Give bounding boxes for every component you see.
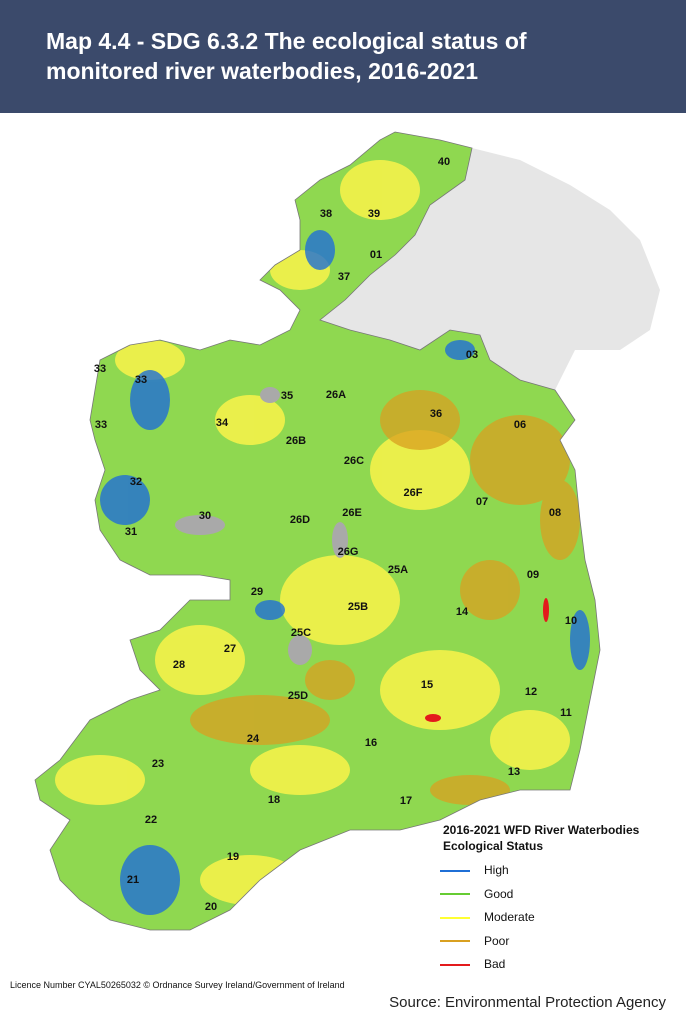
legend-swatch bbox=[440, 940, 470, 943]
header: Map 4.4 - SDG 6.3.2 The ecological statu… bbox=[0, 0, 686, 113]
catchment-label: 30 bbox=[199, 510, 211, 522]
catchment-label: 33 bbox=[94, 363, 106, 375]
catchment-label: 08 bbox=[549, 507, 561, 519]
legend-swatch bbox=[440, 893, 470, 896]
catchment-label: 16 bbox=[365, 737, 377, 749]
catchment-label: 28 bbox=[173, 659, 185, 671]
legend-title: 2016-2021 WFD River Waterbodies Ecologic… bbox=[443, 823, 640, 853]
legend-swatch bbox=[440, 869, 470, 872]
catchment-label: 31 bbox=[125, 526, 137, 538]
catchment-label: 27 bbox=[224, 643, 236, 655]
catchment-label: 23 bbox=[152, 758, 164, 770]
legend-swatch bbox=[440, 916, 470, 919]
catchment-label: 32 bbox=[130, 476, 142, 488]
licence: Licence Number CYAL50265032 © Ordnance S… bbox=[10, 980, 345, 990]
legend-label: High bbox=[484, 863, 509, 877]
catchment-label: 26B bbox=[286, 435, 306, 447]
catchment-label: 17 bbox=[400, 795, 412, 807]
catchment-label: 10 bbox=[565, 615, 577, 627]
catchment-label: 01 bbox=[370, 249, 382, 261]
legend-label: Good bbox=[484, 886, 514, 901]
catchment-label: 29 bbox=[251, 586, 263, 598]
legend-item: High bbox=[440, 863, 509, 877]
catchment-label: 25A bbox=[388, 564, 408, 576]
catchment-label: 26F bbox=[404, 487, 423, 499]
catchment-label: 24 bbox=[247, 733, 260, 745]
catchment-label: 15 bbox=[421, 679, 433, 691]
source: Source: Environmental Protection Agency bbox=[389, 994, 666, 1011]
catchment-label: 35 bbox=[281, 390, 293, 402]
title: Map 4.4 - SDG 6.3.2 The ecological statu… bbox=[46, 28, 527, 84]
catchment-label: 03 bbox=[466, 349, 478, 361]
catchment-label: 11 bbox=[560, 707, 572, 719]
catchment-label: 39 bbox=[368, 208, 380, 220]
legend-item: Poor bbox=[440, 934, 509, 948]
catchment-label: 38 bbox=[320, 208, 332, 220]
catchment-label: 21 bbox=[127, 874, 139, 886]
catchment-label: 26G bbox=[338, 546, 359, 558]
catchment-label: 14 bbox=[456, 606, 469, 618]
catchment-label: 26D bbox=[290, 514, 310, 526]
outline bbox=[34, 131, 601, 931]
legend-label: Poor bbox=[484, 933, 510, 948]
catchment-label: 25B bbox=[348, 601, 368, 613]
catchment-label: 33 bbox=[135, 374, 147, 386]
catchment-labels: 40 38 39 01 37 03 33 33 35 26A 36 06 33 34 26B 26C 32 26F… bbox=[94, 156, 577, 913]
catchment-label: 06 bbox=[514, 419, 526, 431]
catchment-label: 26A bbox=[326, 389, 346, 401]
catchment-label: 36 bbox=[430, 408, 442, 420]
catchment-label: 20 bbox=[205, 901, 217, 913]
catchment-label: 26E bbox=[342, 507, 362, 519]
legend-item: Bad bbox=[440, 957, 505, 971]
legend-label: Moderate bbox=[484, 910, 535, 924]
catchment-label: 12 bbox=[525, 686, 537, 698]
northern-ireland bbox=[320, 148, 660, 390]
catchment-label: 22 bbox=[145, 814, 157, 826]
catchment-label: 40 bbox=[438, 156, 450, 168]
catchment-label: 09 bbox=[527, 569, 539, 581]
catchment-label: 18 bbox=[268, 794, 280, 806]
catchment-label: 26C bbox=[344, 455, 364, 467]
catchment-label: 37 bbox=[338, 271, 350, 283]
catchment-label: 25C bbox=[291, 627, 311, 639]
catchment-label: 34 bbox=[216, 417, 229, 429]
catchment-label: 13 bbox=[508, 766, 520, 778]
catchment-label: 07 bbox=[476, 496, 488, 508]
legend-item: Moderate bbox=[440, 910, 535, 924]
catchment-label: 25D bbox=[288, 690, 308, 702]
catchment-label: 33 bbox=[95, 419, 107, 431]
catchment-label: 19 bbox=[227, 851, 239, 863]
map: 40 38 39 01 37 03 33 33 35 26A 36 06 33 34 26B 26C 32 26F… bbox=[34, 131, 660, 931]
legend-swatch bbox=[440, 963, 470, 966]
legend-label: Bad bbox=[484, 957, 506, 971]
legend-item: Good bbox=[440, 887, 513, 901]
